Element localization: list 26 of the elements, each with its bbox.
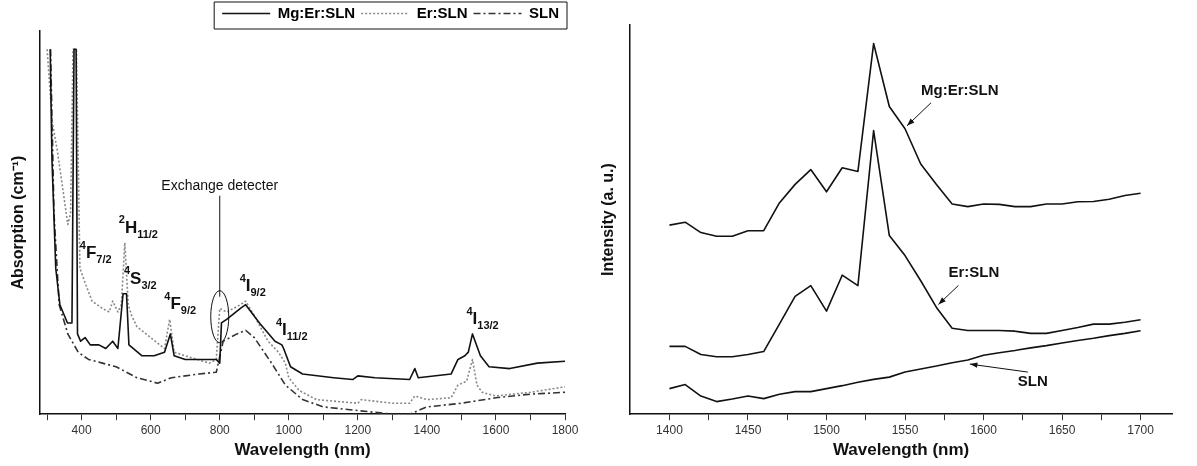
series-label: Er:SLN <box>948 263 1000 281</box>
x-tick-label: 600 <box>140 422 162 437</box>
x-tick-label: 1600 <box>970 422 998 437</box>
x-tick-label: 400 <box>71 422 92 437</box>
x-tick-label: 1400 <box>413 422 441 437</box>
x-tick-label: 800 <box>209 422 231 437</box>
x-tick-label: 1450 <box>734 422 762 437</box>
y-axis-title: Intensity (a. u.) <box>599 163 617 277</box>
x-tick-label: 1400 <box>656 422 684 437</box>
series-label: SLN <box>1017 372 1048 390</box>
x-tick-label: 1800 <box>551 422 579 437</box>
x-tick-label: 1500 <box>813 422 841 437</box>
x-tick-label: 1000 <box>275 422 303 437</box>
text: Mg:Er:SLN <box>921 80 999 98</box>
x-tick-label: 1700 <box>1127 422 1155 437</box>
legend-label: Mg:Er:SLN <box>277 3 356 21</box>
annotation: Exchange detecter <box>161 176 279 193</box>
x-tick-label: 1200 <box>344 422 372 437</box>
legend-label: SLN <box>529 3 559 21</box>
legend-label: Er:SLN <box>416 3 468 21</box>
x-tick-label: 1650 <box>1048 422 1076 437</box>
x-axis-title: Wavelength (nm) <box>832 440 970 460</box>
y-axis-title: Absorption (cm⁻¹) <box>9 155 27 290</box>
x-axis-title: Wavelength (nm) <box>234 440 371 460</box>
x-tick-label: 1550 <box>891 422 919 437</box>
x-tick-label: 1600 <box>482 422 510 437</box>
